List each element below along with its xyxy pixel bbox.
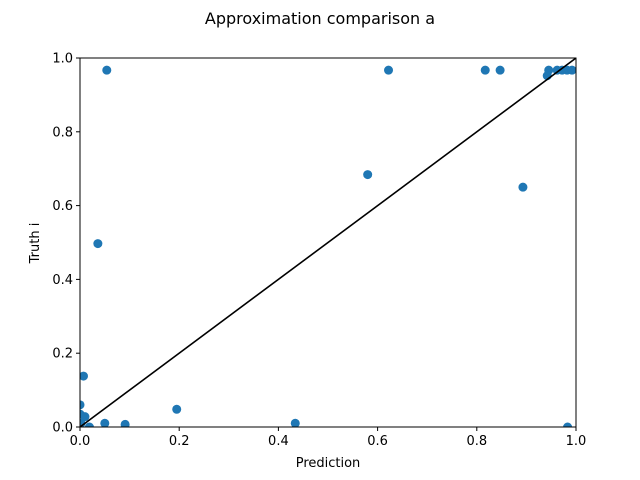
chart-title: Approximation comparison a [205, 9, 435, 28]
y-tick-label: 0.4 [52, 273, 73, 288]
y-tick-label: 0.2 [52, 347, 73, 362]
data-point-3 [495, 65, 505, 75]
data-points [80, 65, 576, 427]
x-tick-label: 0.6 [367, 434, 388, 449]
reference-line [80, 58, 576, 427]
x-tick-label: 0.8 [466, 434, 487, 449]
x-tick-label: 0.4 [268, 434, 289, 449]
data-point-22 [290, 418, 300, 427]
x-tick-label: 0.2 [169, 434, 190, 449]
data-point-2 [480, 65, 490, 75]
data-point-11 [518, 182, 528, 192]
data-point-20 [120, 419, 130, 427]
data-point-10 [363, 170, 373, 180]
x-tick-label: 0.0 [70, 434, 91, 449]
data-point-16 [80, 412, 90, 422]
data-point-8 [567, 65, 576, 75]
data-point-17 [80, 418, 86, 427]
y-tick-label: 1.0 [52, 52, 73, 67]
plot-area [79, 57, 577, 428]
data-point-19 [100, 418, 110, 427]
data-point-21 [172, 404, 182, 414]
data-point-23 [563, 422, 573, 427]
data-point-14 [80, 400, 85, 410]
data-point-12 [93, 239, 103, 249]
data-point-1 [384, 65, 394, 75]
y-tick-label: 0.8 [52, 125, 73, 140]
x-axis-label: Prediction [296, 456, 361, 471]
y-tick-label: 0.6 [52, 199, 73, 214]
data-point-13 [80, 371, 88, 381]
axis-ticks: 0.0 0.2 0.4 0.6 0.8 1.0 0.0 0.2 0.4 0.6 0.8 1.0 [52, 52, 586, 450]
data-point-18 [84, 422, 94, 427]
y-tick-label: 0.0 [52, 421, 73, 436]
data-point-0 [102, 65, 112, 75]
x-tick-label: 1.0 [566, 434, 587, 449]
y-axis-label: Truth i [28, 223, 43, 265]
plot-frame [79, 57, 577, 428]
